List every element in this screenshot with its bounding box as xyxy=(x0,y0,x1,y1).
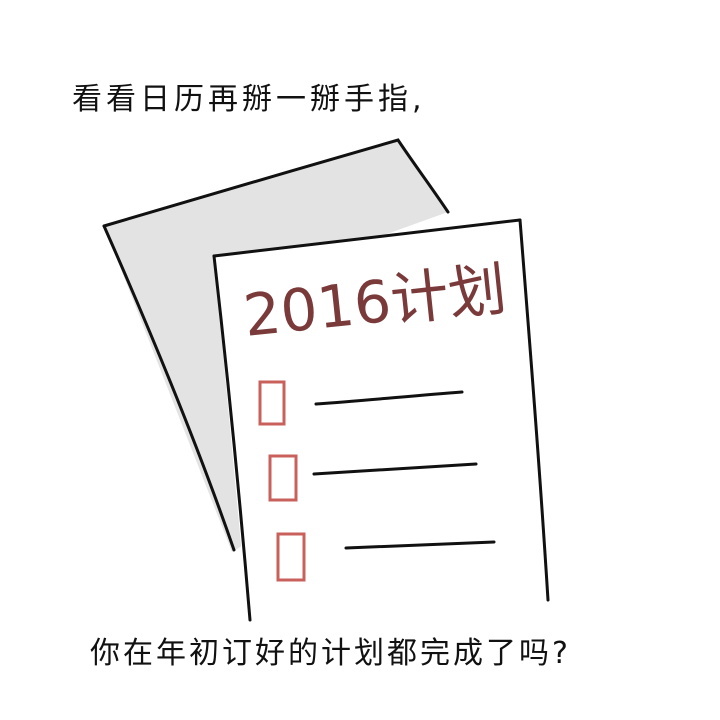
checklist-item xyxy=(258,380,464,426)
front-paper xyxy=(212,218,550,622)
back-paper xyxy=(102,138,450,552)
blank-line xyxy=(314,390,464,406)
checkbox-icon xyxy=(258,380,286,426)
top-caption: 看看日历再掰一掰手指, xyxy=(72,82,426,117)
blank-line xyxy=(312,462,478,476)
bottom-caption: 你在年初订好的计划都完成了吗? xyxy=(90,636,571,671)
checkbox-icon xyxy=(268,454,298,502)
checklist xyxy=(258,380,496,582)
checkbox-icon xyxy=(276,532,306,582)
checklist-item xyxy=(268,454,478,502)
checklist-item xyxy=(276,532,496,582)
blank-line xyxy=(344,540,496,550)
